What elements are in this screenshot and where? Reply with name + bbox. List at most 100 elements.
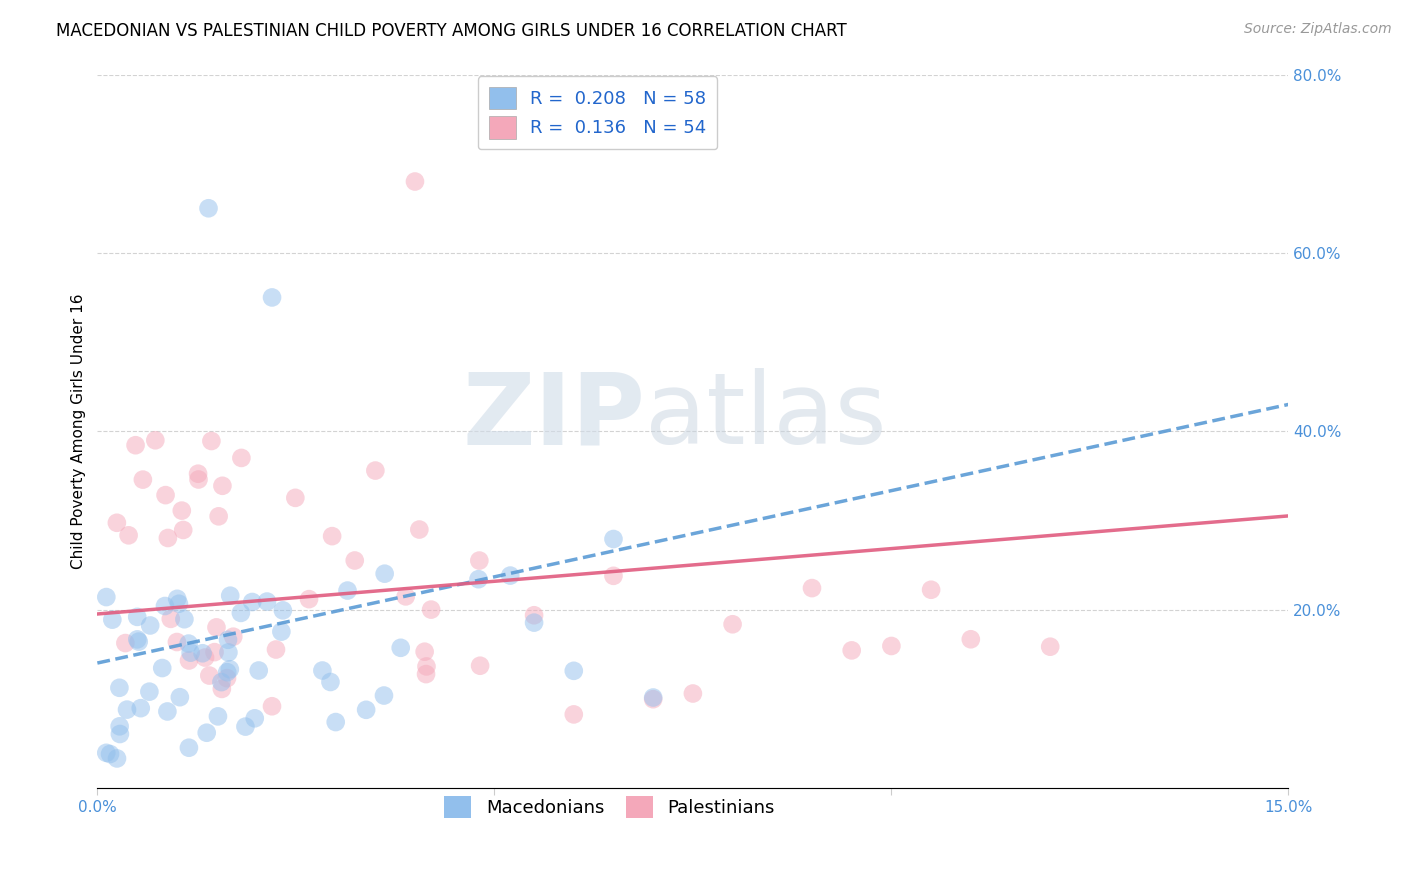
Point: [222, 630, 245, 644]
Point: [721, 617, 744, 632]
Point: [127, 632, 149, 647]
Point: [108, 719, 131, 733]
Point: [602, 569, 624, 583]
Point: [219, 589, 242, 603]
Point: [415, 659, 437, 673]
Point: [231, 450, 253, 465]
Point: [101, 613, 124, 627]
Point: [143, 434, 166, 448]
Point: [319, 675, 342, 690]
Point: [523, 608, 546, 623]
Point: [167, 597, 190, 611]
Point: [96, 746, 118, 760]
Text: atlas: atlas: [645, 368, 887, 466]
Point: [404, 174, 426, 188]
Legend: Macedonians, Palestinians: Macedonians, Palestinians: [437, 789, 782, 825]
Point: [235, 720, 257, 734]
Point: [959, 632, 981, 647]
Point: [920, 582, 942, 597]
Point: [195, 725, 218, 739]
Point: [240, 595, 263, 609]
Point: [218, 662, 240, 676]
Point: [187, 467, 209, 481]
Point: [173, 612, 195, 626]
Point: [205, 620, 228, 634]
Point: [197, 201, 219, 215]
Point: [1039, 640, 1062, 654]
Point: [468, 553, 491, 567]
Point: [499, 568, 522, 582]
Point: [643, 690, 665, 705]
Point: [209, 675, 232, 690]
Point: [169, 690, 191, 705]
Point: [194, 650, 217, 665]
Point: [468, 658, 491, 673]
Point: [156, 531, 179, 545]
Point: [217, 645, 239, 659]
Point: [562, 707, 585, 722]
Point: [177, 636, 200, 650]
Point: [191, 646, 214, 660]
Point: [105, 751, 128, 765]
Point: [298, 592, 321, 607]
Text: Source: ZipAtlas.com: Source: ZipAtlas.com: [1244, 22, 1392, 37]
Point: [523, 615, 546, 630]
Point: [389, 640, 412, 655]
Point: [115, 703, 138, 717]
Point: [124, 438, 146, 452]
Point: [153, 599, 176, 613]
Point: [138, 684, 160, 698]
Point: [198, 668, 221, 682]
Point: [215, 671, 238, 685]
Point: [211, 681, 233, 696]
Point: [127, 610, 149, 624]
Point: [132, 473, 155, 487]
Point: [260, 290, 283, 304]
Point: [354, 703, 377, 717]
Point: [602, 532, 624, 546]
Point: [128, 634, 150, 648]
Point: [98, 747, 121, 761]
Point: [343, 553, 366, 567]
Point: [682, 686, 704, 700]
Point: [166, 591, 188, 606]
Point: [170, 503, 193, 517]
Point: [325, 714, 347, 729]
Point: [139, 618, 162, 632]
Point: [114, 636, 136, 650]
Point: [159, 612, 181, 626]
Point: [155, 488, 177, 502]
Point: [373, 689, 395, 703]
Point: [211, 479, 233, 493]
Point: [217, 632, 239, 647]
Point: [117, 528, 139, 542]
Point: [562, 664, 585, 678]
Point: [270, 624, 292, 639]
Point: [200, 434, 222, 448]
Point: [207, 709, 229, 723]
Point: [880, 639, 903, 653]
Point: [177, 653, 200, 667]
Point: [408, 523, 430, 537]
Point: [467, 572, 489, 586]
Point: [415, 667, 437, 681]
Point: [108, 727, 131, 741]
Point: [801, 581, 824, 595]
Point: [150, 661, 173, 675]
Point: [96, 590, 118, 604]
Point: [208, 509, 231, 524]
Point: [256, 594, 278, 608]
Point: [284, 491, 307, 505]
Point: [260, 699, 283, 714]
Point: [311, 664, 333, 678]
Point: [395, 590, 418, 604]
Point: [217, 665, 239, 680]
Point: [247, 664, 270, 678]
Point: [643, 692, 665, 706]
Point: [374, 566, 396, 581]
Point: [841, 643, 863, 657]
Text: MACEDONIAN VS PALESTINIAN CHILD POVERTY AMONG GIRLS UNDER 16 CORRELATION CHART: MACEDONIAN VS PALESTINIAN CHILD POVERTY …: [56, 22, 846, 40]
Point: [413, 645, 436, 659]
Point: [166, 635, 188, 649]
Point: [129, 701, 152, 715]
